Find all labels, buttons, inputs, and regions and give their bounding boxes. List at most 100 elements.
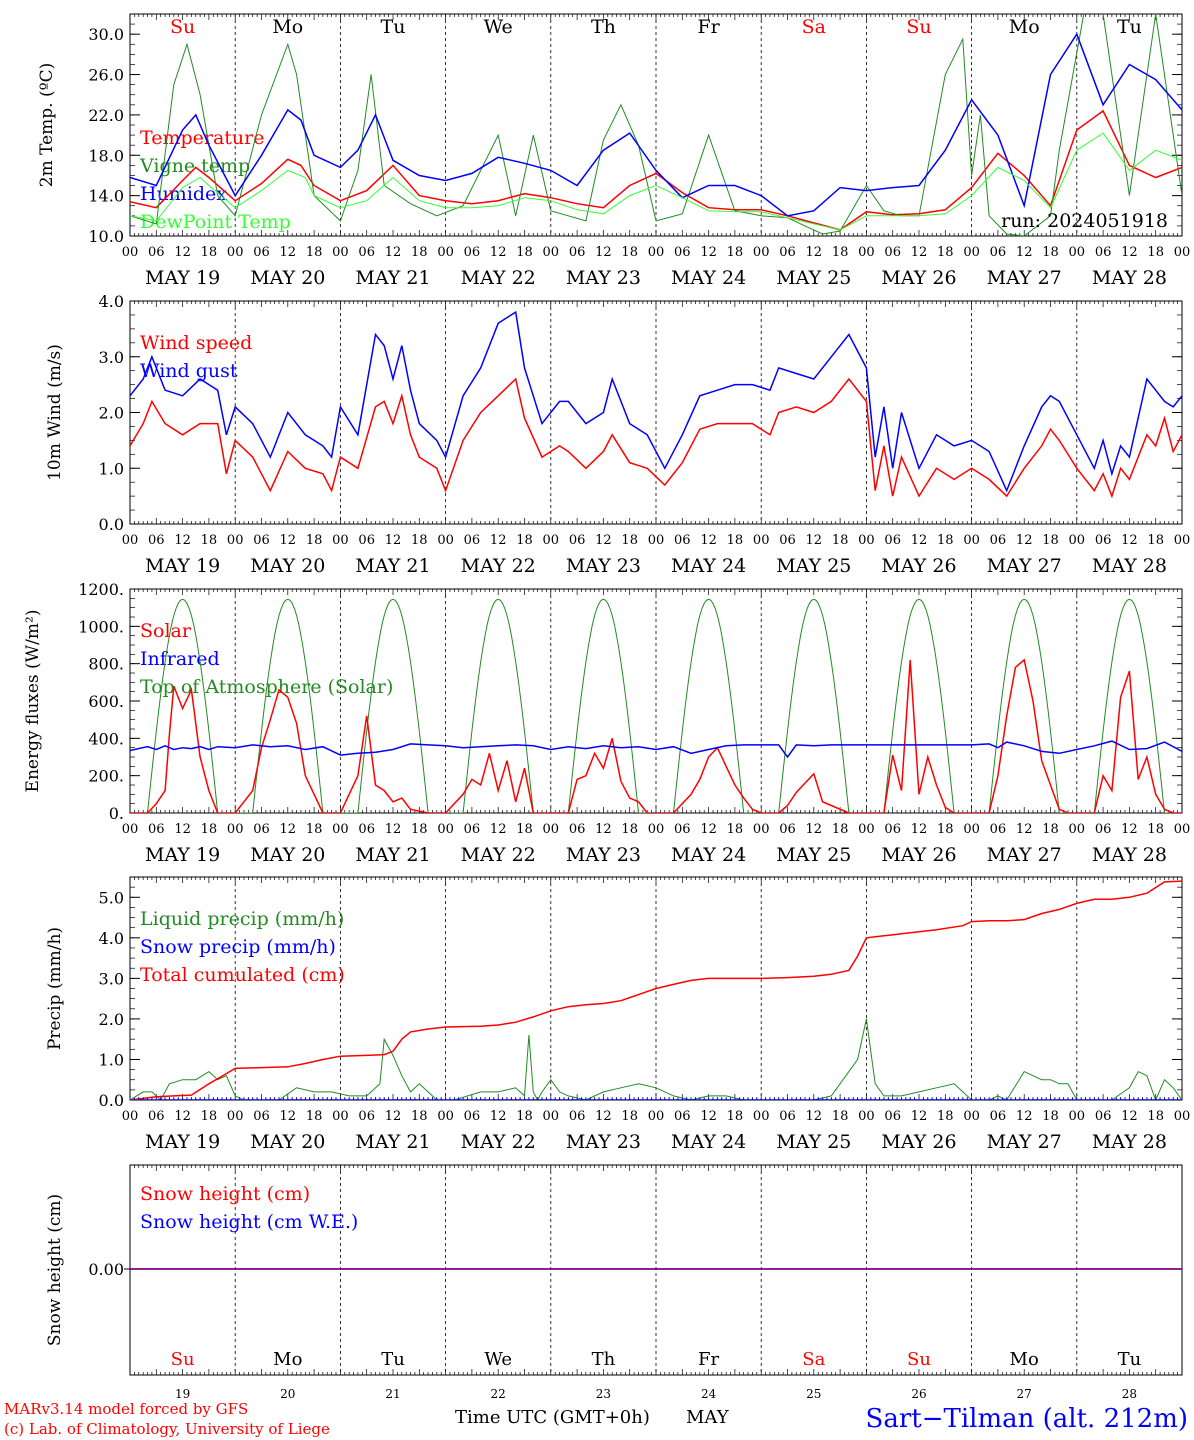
x-hour-label: 18 <box>201 533 218 548</box>
x-hour-label: 00 <box>437 1109 454 1124</box>
weekday-label-top: Tu <box>1117 16 1142 38</box>
x-date-label: MAY 28 <box>1092 844 1167 866</box>
x-hour-label: 00 <box>1069 533 1086 548</box>
x-date-label: MAY 19 <box>145 1131 220 1153</box>
x-hour-label: 18 <box>516 245 533 260</box>
x-date-label: MAY 22 <box>461 555 536 577</box>
y-tick-label: 30.0 <box>88 25 124 44</box>
x-hour-label: 18 <box>411 822 428 837</box>
x-hour-label: 06 <box>1095 533 1112 548</box>
x-date-label: MAY 24 <box>671 267 746 289</box>
y-tick-label: 400. <box>88 729 124 748</box>
y-tick-label: 1000. <box>78 617 124 636</box>
x-hour-label: 12 <box>1121 822 1138 837</box>
weekday-label-bottom: Tu <box>381 1349 405 1370</box>
weekday-label-bottom: Tu <box>1118 1349 1142 1370</box>
x-hour-label: 06 <box>674 822 691 837</box>
x-hour-label: 06 <box>569 245 586 260</box>
y-tick-label: 14.0 <box>88 187 124 206</box>
x-date-label: MAY 19 <box>145 844 220 866</box>
x-hour-label: 00 <box>753 533 770 548</box>
x-hour-label: 00 <box>437 533 454 548</box>
x-hour-label: 00 <box>648 1109 665 1124</box>
x-hour-label: 06 <box>1095 1109 1112 1124</box>
x-date-label: MAY 25 <box>776 1131 851 1153</box>
x-hour-label: 00 <box>122 822 139 837</box>
y-axis-label: 10m Wind (m/s) <box>45 344 65 481</box>
x-hour-label: 06 <box>779 822 796 837</box>
legend-entry: Total cumulated (cm) <box>140 964 345 986</box>
series-wind-gust <box>130 310 1182 493</box>
x-hour-label: 12 <box>700 245 717 260</box>
x-hour-label: 18 <box>516 822 533 837</box>
x-hour-label: 12 <box>174 822 191 837</box>
x-date-label: MAY 21 <box>355 844 430 866</box>
y-tick-label: 4.0 <box>99 929 124 948</box>
x-hour-label: 00 <box>963 1109 980 1124</box>
x-date-label: MAY 25 <box>776 844 851 866</box>
x-hour-label: 18 <box>306 533 323 548</box>
x-hour-label: 00 <box>437 245 454 260</box>
x-hour-label: 00 <box>963 533 980 548</box>
x-hour-label: 18 <box>1042 822 1059 837</box>
series-solar <box>130 658 1182 813</box>
x-hour-label: 18 <box>1042 245 1059 260</box>
x-hour-label: 12 <box>1121 245 1138 260</box>
x-hour-label: 18 <box>1042 1109 1059 1124</box>
x-hour-label: 18 <box>727 822 744 837</box>
x-date-label: MAY 25 <box>776 555 851 577</box>
x-hour-label: 18 <box>621 533 638 548</box>
x-hour-label: 00 <box>543 533 560 548</box>
x-hour-label: 00 <box>122 1109 139 1124</box>
x-date-label: MAY 20 <box>250 267 325 289</box>
y-tick-label: 1.0 <box>99 1050 124 1069</box>
x-hour-label: 18 <box>306 1109 323 1124</box>
y-tick-label: 22.0 <box>88 106 124 125</box>
x-hour-label: 06 <box>464 533 481 548</box>
x-hour-label: 06 <box>569 822 586 837</box>
series-total-cumulated-cm <box>130 880 1182 1100</box>
x-hour-label: 12 <box>280 1109 297 1124</box>
x-hour-label: 18 <box>832 822 849 837</box>
x-hour-label: 12 <box>1016 533 1033 548</box>
series-temperature <box>130 109 1182 231</box>
x-hour-label: 18 <box>621 822 638 837</box>
x-hour-label: 00 <box>1174 1109 1191 1124</box>
x-hour-label: 06 <box>464 822 481 837</box>
x-hour-label: 12 <box>174 1109 191 1124</box>
x-hour-label: 18 <box>727 245 744 260</box>
x-hour-label: 06 <box>990 822 1007 837</box>
weekday-label-bottom: Mo <box>1010 1349 1039 1370</box>
day-number-label: 24 <box>701 1387 717 1401</box>
x-hour-label: 00 <box>753 245 770 260</box>
y-tick-label: 5.0 <box>99 888 124 907</box>
x-hour-label: 12 <box>1121 533 1138 548</box>
x-hour-label: 18 <box>727 533 744 548</box>
x-hour-label: 06 <box>674 245 691 260</box>
x-hour-label: 06 <box>148 1109 165 1124</box>
legend-entry: Snow height (cm) <box>140 1183 310 1205</box>
x-hour-label: 12 <box>700 822 717 837</box>
x-date-label: MAY 23 <box>566 1131 641 1153</box>
x-hour-label: 18 <box>306 245 323 260</box>
x-hour-label: 00 <box>122 245 139 260</box>
x-hour-label: 06 <box>674 1109 691 1124</box>
x-hour-label: 18 <box>201 1109 218 1124</box>
series-top-of-atmosphere <box>130 598 1182 813</box>
x-date-label: MAY 26 <box>881 1131 956 1153</box>
x-date-label: MAY 22 <box>461 267 536 289</box>
x-hour-label: 12 <box>385 245 402 260</box>
x-hour-label: 18 <box>411 533 428 548</box>
x-hour-label: 12 <box>1121 1109 1138 1124</box>
x-hour-label: 06 <box>253 533 270 548</box>
x-hour-label: 00 <box>963 822 980 837</box>
x-hour-label: 12 <box>806 1109 823 1124</box>
y-tick-label: 18.0 <box>88 146 124 165</box>
weekday-label-top: Th <box>591 16 616 38</box>
legend-entry: Temperature <box>140 127 264 149</box>
x-hour-label: 18 <box>937 1109 954 1124</box>
day-number-label: 28 <box>1122 1387 1137 1401</box>
x-date-label: MAY 26 <box>881 555 956 577</box>
x-hour-label: 00 <box>122 533 139 548</box>
day-number-label: 23 <box>596 1387 611 1401</box>
